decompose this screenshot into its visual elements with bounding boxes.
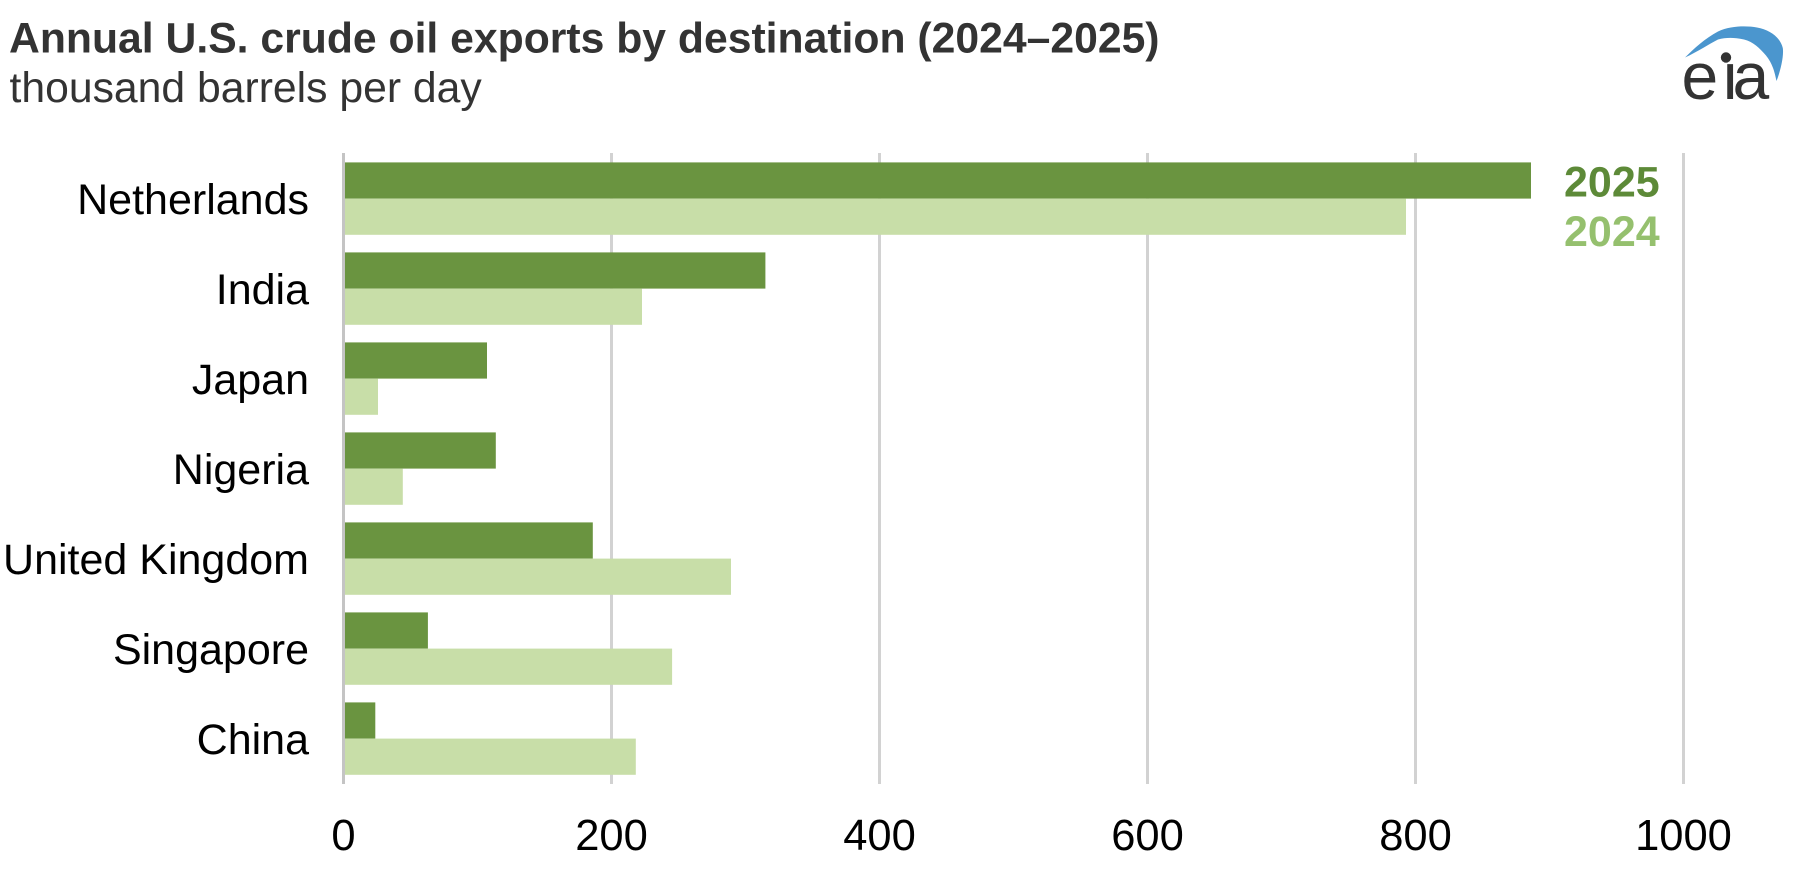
svg-text:e: e (1682, 39, 1719, 113)
svg-text:India: India (216, 266, 309, 314)
svg-text:1000: 1000 (1635, 812, 1732, 860)
svg-text:Annual U.S. crude oil exports: Annual U.S. crude oil exports by destina… (9, 14, 1160, 62)
svg-text:Japan: Japan (192, 356, 309, 404)
svg-text:0: 0 (331, 812, 355, 860)
svg-text:400: 400 (843, 812, 916, 860)
svg-text:thousand barrels per day: thousand barrels per day (10, 64, 483, 112)
svg-text:2024: 2024 (1564, 208, 1660, 256)
svg-text:600: 600 (1111, 812, 1184, 860)
svg-text:Netherlands: Netherlands (77, 176, 309, 224)
svg-text:China: China (197, 716, 309, 764)
svg-text:800: 800 (1379, 812, 1452, 860)
svg-text:2025: 2025 (1564, 159, 1660, 207)
svg-text:200: 200 (575, 812, 648, 860)
svg-text:Nigeria: Nigeria (173, 446, 309, 494)
svg-text:United Kingdom: United Kingdom (3, 536, 309, 584)
svg-text:Singapore: Singapore (113, 626, 309, 674)
svg-text:a: a (1733, 39, 1770, 113)
